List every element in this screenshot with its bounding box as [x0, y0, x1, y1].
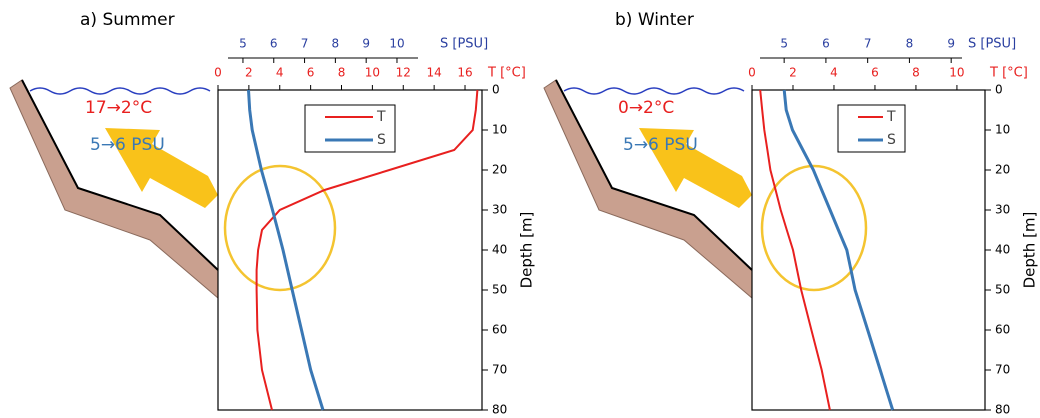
- x-tick-label: 0: [748, 66, 756, 80]
- x-tick-label: 4: [276, 66, 284, 80]
- x-tick-label: 10: [949, 66, 964, 80]
- water-surface: [563, 87, 745, 95]
- x-tick-label: 8: [338, 66, 346, 80]
- x-tick-label: 8: [912, 66, 920, 80]
- y-tick-label: 60: [492, 323, 507, 337]
- x-axis-label: T [°C]: [487, 66, 526, 81]
- y-tick-label: 40: [995, 243, 1010, 257]
- profile-line: [782, 89, 895, 411]
- x2-axis-label: S [PSU]: [968, 37, 1016, 52]
- y-tick-label: 0: [995, 83, 1003, 97]
- x2-tick-label: 6: [822, 37, 830, 51]
- x2-tick-label: 9: [947, 37, 955, 51]
- legend-label: S: [887, 132, 896, 148]
- annotation: 17→2°C: [85, 98, 152, 118]
- x2-tick-label: 9: [362, 37, 370, 51]
- x2-tick-label: 7: [864, 37, 872, 51]
- scene-a: [9, 79, 337, 300]
- x-tick-label: 6: [307, 66, 315, 80]
- y-tick-label: 10: [995, 123, 1010, 137]
- y-tick-label: 60: [995, 323, 1010, 337]
- x-tick-label: 2: [245, 66, 253, 80]
- x-axis-label: T [°C]: [989, 66, 1028, 81]
- y-axis-label: Depth [m]: [518, 212, 536, 289]
- panel-title: b) Winter: [615, 10, 694, 30]
- x-tick-label: 0: [214, 66, 222, 80]
- profile-line: [759, 89, 831, 411]
- annotation: 5→6 PSU: [623, 135, 698, 155]
- x-tick-label: 2: [789, 66, 797, 80]
- y-tick-label: 70: [995, 363, 1010, 377]
- x2-tick-label: 5: [239, 37, 247, 51]
- x2-axis-label: S [PSU]: [440, 37, 488, 52]
- slope-edge: [21, 79, 219, 271]
- panel-title: a) Summer: [80, 10, 175, 30]
- y-axis-label: Depth [m]: [1021, 212, 1039, 289]
- highlight-ellipse: [760, 164, 868, 292]
- profile-line: [247, 89, 325, 411]
- x-tick-label: 6: [871, 66, 879, 80]
- x2-tick-label: 5: [780, 37, 788, 51]
- y-tick-label: 40: [492, 243, 507, 257]
- x-tick-label: 14: [426, 66, 441, 80]
- profile-line: [255, 89, 479, 411]
- legend-label: T: [886, 109, 896, 125]
- y-tick-label: 20: [492, 163, 507, 177]
- y-tick-label: 30: [492, 203, 507, 217]
- y-tick-label: 80: [492, 403, 507, 417]
- slope-edge: [555, 79, 753, 271]
- y-tick-label: 50: [995, 283, 1010, 297]
- x-tick-label: 10: [365, 66, 380, 80]
- x2-tick-label: 8: [906, 37, 914, 51]
- y-tick-label: 0: [492, 83, 500, 97]
- legend-label: S: [377, 132, 386, 148]
- legend-label: T: [376, 109, 386, 125]
- legend-box: [837, 104, 906, 153]
- y-tick-label: 50: [492, 283, 507, 297]
- highlight-ellipse: [223, 164, 337, 292]
- arrow: [639, 128, 752, 208]
- scene-b: [543, 79, 868, 300]
- x-tick-label: 4: [830, 66, 838, 80]
- y-tick-label: 20: [995, 163, 1010, 177]
- arrow: [105, 128, 218, 208]
- annotation: 0→2°C: [618, 98, 674, 118]
- x-tick-label: 12: [396, 66, 411, 80]
- x2-tick-label: 6: [270, 37, 278, 51]
- y-tick-label: 70: [492, 363, 507, 377]
- y-tick-label: 10: [492, 123, 507, 137]
- x2-tick-label: 7: [301, 37, 309, 51]
- y-tick-label: 30: [995, 203, 1010, 217]
- y-tick-label: 80: [995, 403, 1010, 417]
- annotation: 5→6 PSU: [90, 135, 165, 155]
- water-surface: [29, 87, 211, 95]
- x-tick-label: 16: [457, 66, 472, 80]
- x2-tick-label: 10: [389, 37, 404, 51]
- x2-tick-label: 8: [332, 37, 340, 51]
- legend-box: [304, 104, 396, 153]
